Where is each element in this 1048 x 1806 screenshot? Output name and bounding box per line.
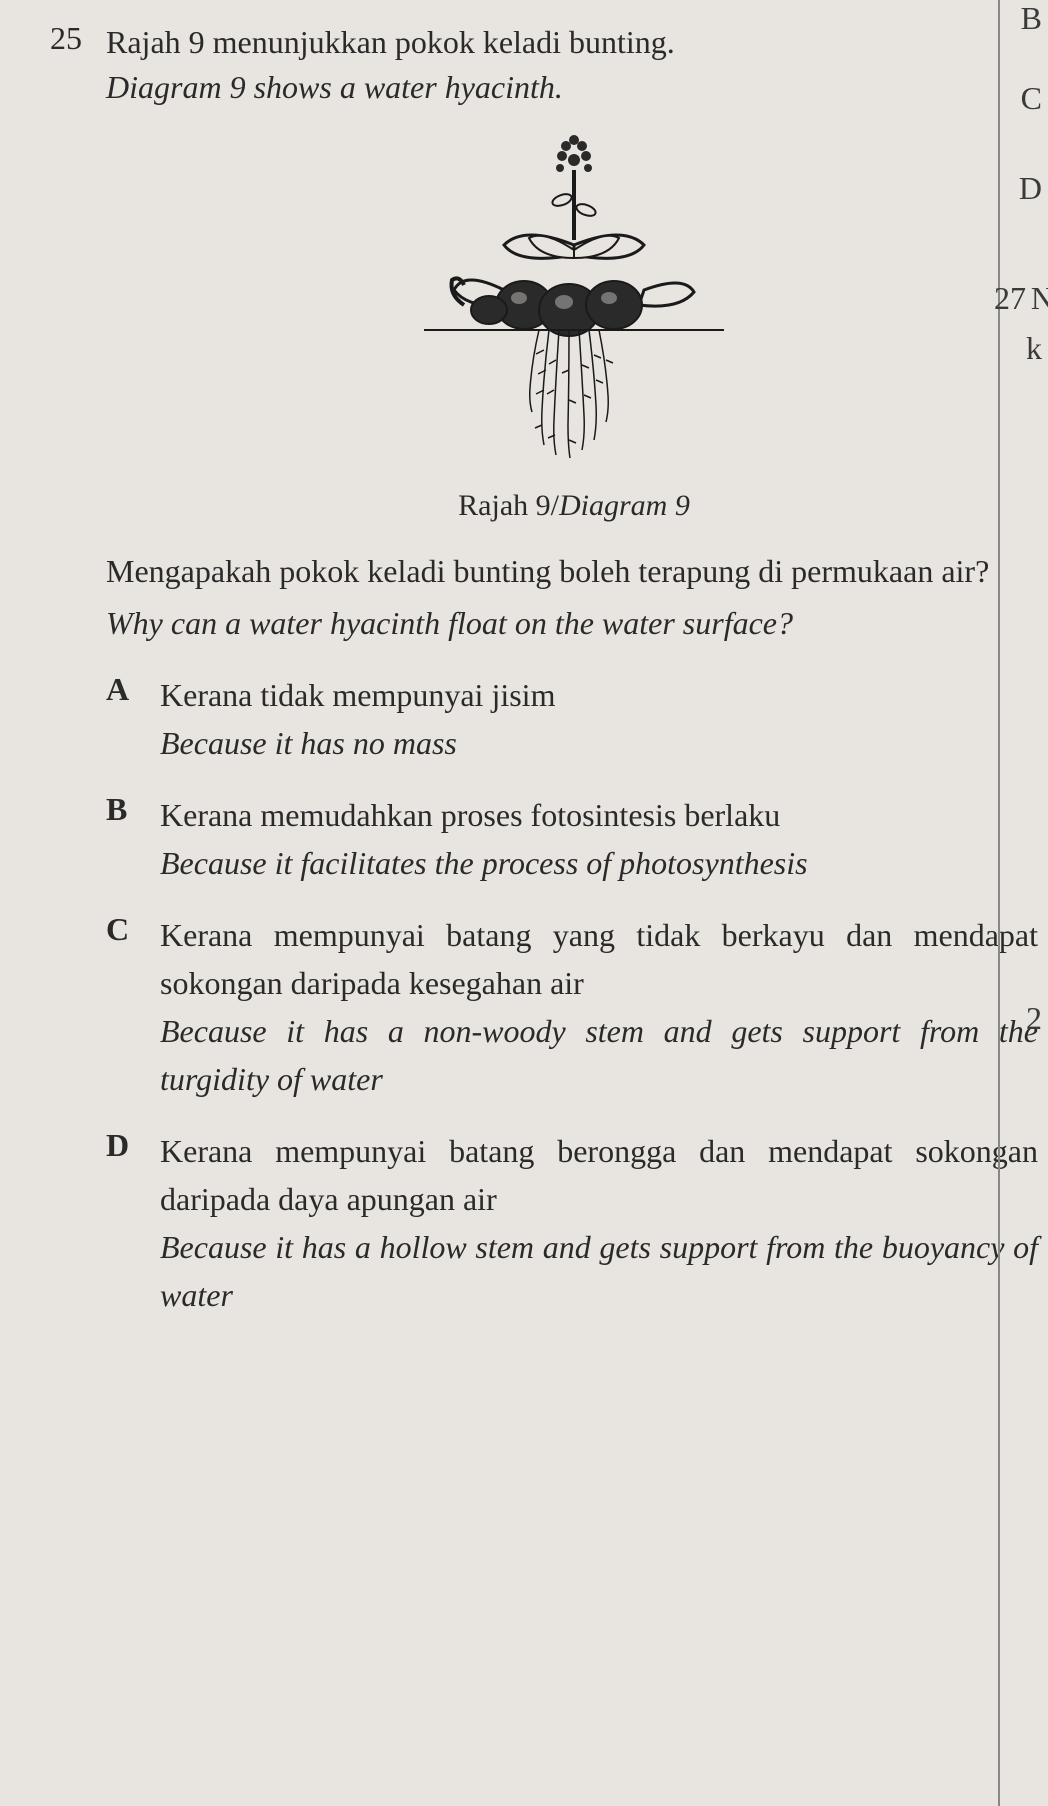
option-c: C Kerana mempunyai batang yang tidak ber… <box>106 911 1038 1103</box>
page-container: 25 Rajah 9 menunjukkan pokok keladi bunt… <box>0 0 1048 1363</box>
option-b: B Kerana memudahkan proses fotosintesis … <box>106 791 1038 887</box>
option-a: A Kerana tidak mempunyai jisim Because i… <box>106 671 1038 767</box>
options-list: A Kerana tidak mempunyai jisim Because i… <box>106 671 1038 1319</box>
option-english: Because it has a non-woody stem and gets… <box>160 1007 1038 1103</box>
right-page-edge: B C D 27 N k 2 <box>998 0 1048 1806</box>
diagram-caption: Rajah 9/Diagram 9 <box>110 485 1038 527</box>
option-english: Because it facilitates the process of ph… <box>160 839 1038 887</box>
option-content: Kerana mempunyai batang yang tidak berka… <box>160 911 1038 1103</box>
option-malay: Kerana mempunyai batang yang tidak berka… <box>160 911 1038 1007</box>
title-english: Diagram 9 shows a water hyacinth. <box>106 65 1038 110</box>
question-title: Rajah 9 menunjukkan pokok keladi bunting… <box>106 20 1038 110</box>
option-letter: B <box>106 791 136 887</box>
option-english: Because it has a hollow stem and gets su… <box>160 1223 1038 1319</box>
question-number: 25 <box>50 20 90 110</box>
option-malay: Kerana mempunyai batang berongga dan men… <box>160 1127 1038 1223</box>
option-content: Kerana mempunyai batang berongga dan men… <box>160 1127 1038 1319</box>
edge-letter: k <box>1026 330 1042 367</box>
edge-letter: D <box>1019 170 1042 207</box>
option-english: Because it has no mass <box>160 719 1038 767</box>
body-malay: Mengapakah pokok keladi bunting boleh te… <box>106 547 1038 595</box>
option-letter: D <box>106 1127 136 1319</box>
option-letter: A <box>106 671 136 767</box>
caption-english: Diagram 9 <box>559 489 690 522</box>
option-d: D Kerana mempunyai batang berongga dan m… <box>106 1127 1038 1319</box>
option-letter: C <box>106 911 136 1103</box>
edge-letter: C <box>1021 80 1042 117</box>
edge-letter: 2 <box>1026 1000 1042 1037</box>
body-english: Why can a water hyacinth float on the wa… <box>106 599 1038 647</box>
option-content: Kerana memudahkan proses fotosintesis be… <box>160 791 1038 887</box>
question-body: Mengapakah pokok keladi bunting boleh te… <box>106 547 1038 647</box>
caption-malay: Rajah 9/ <box>458 489 559 522</box>
option-malay: Kerana memudahkan proses fotosintesis be… <box>160 791 1038 839</box>
water-hyacinth-diagram <box>394 130 754 460</box>
option-content: Kerana tidak mempunyai jisim Because it … <box>160 671 1038 767</box>
diagram-container <box>110 130 1038 465</box>
question-header: 25 Rajah 9 menunjukkan pokok keladi bunt… <box>50 20 1038 110</box>
option-malay: Kerana tidak mempunyai jisim <box>160 671 1038 719</box>
edge-letter: N <box>1031 280 1048 317</box>
edge-letter: B <box>1021 0 1042 37</box>
title-malay: Rajah 9 menunjukkan pokok keladi bunting… <box>106 20 1038 65</box>
edge-letter: 27 <box>994 280 1026 317</box>
